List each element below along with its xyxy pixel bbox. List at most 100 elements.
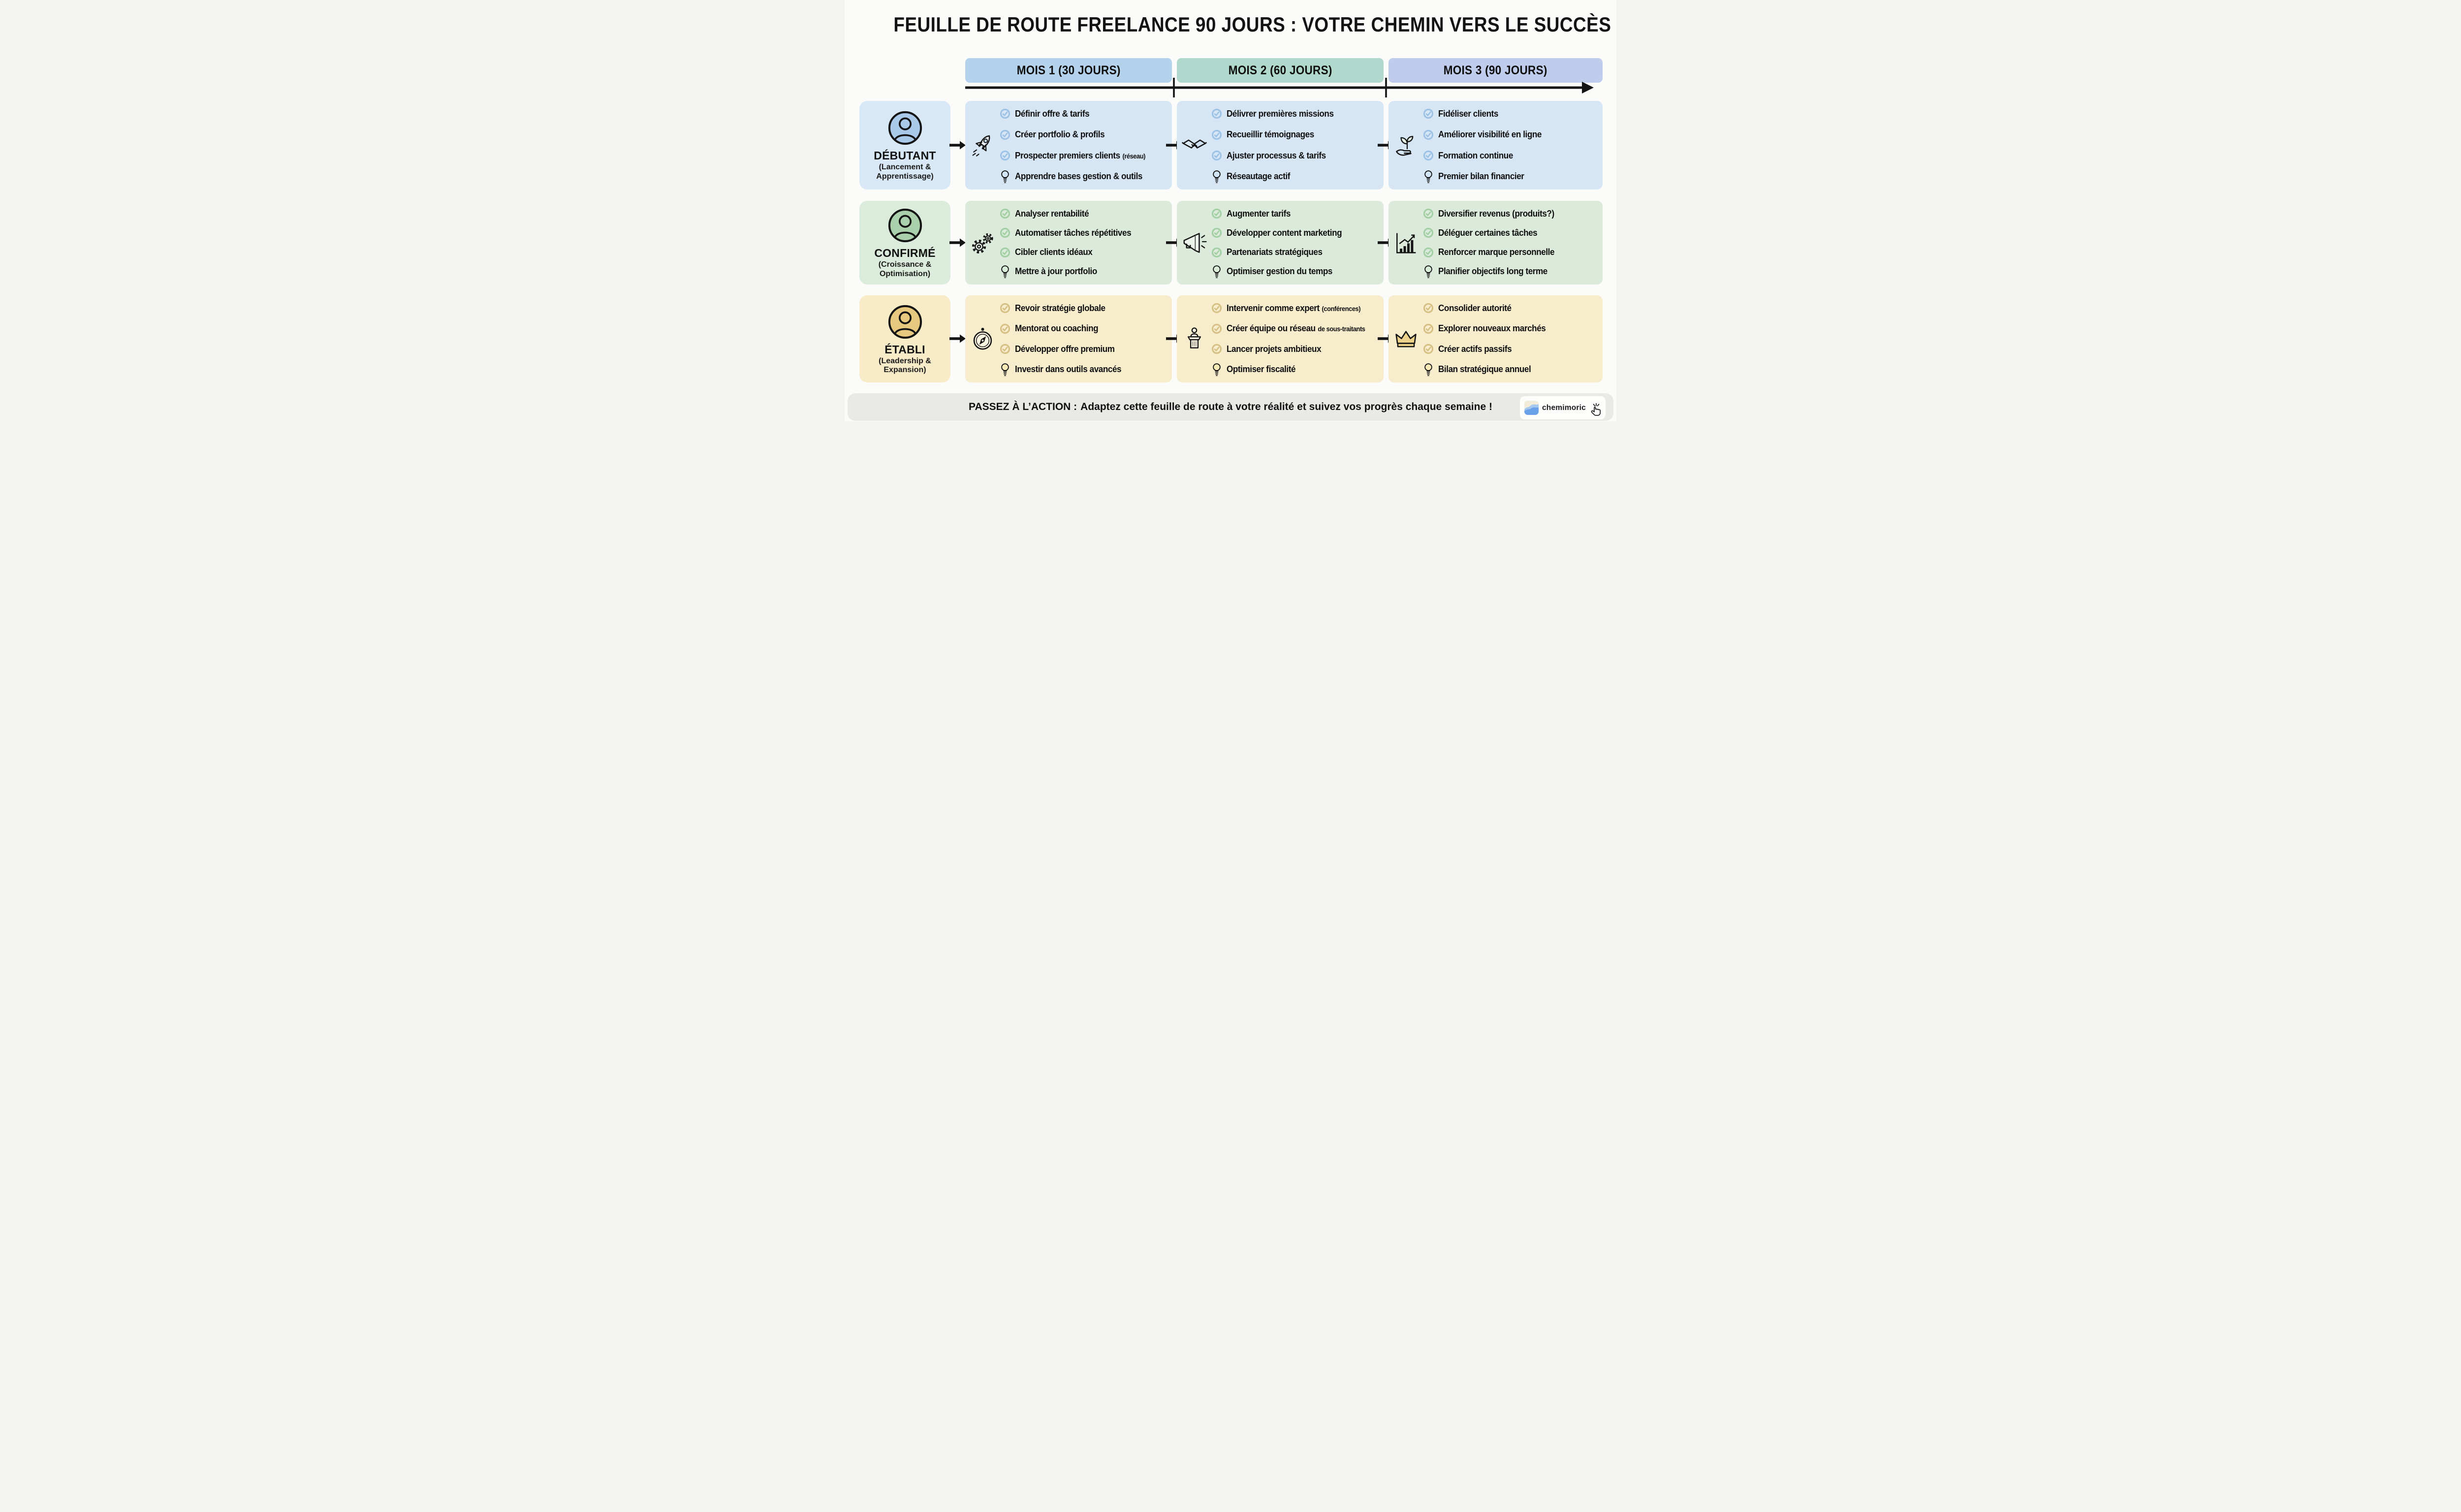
seedling-hand-icon [1388, 132, 1423, 158]
task-item: Développer content marketing [1211, 226, 1382, 239]
gears-icon [965, 230, 1000, 256]
tip-label: Investir dans outils avancés [1015, 364, 1122, 375]
task-label: Cibler clients idéaux [1015, 247, 1093, 257]
task-label: Lancer projets ambitieux [1227, 344, 1322, 354]
task-item: Partenariats stratégiques [1211, 246, 1382, 259]
task-item: Améliorer visibilité en ligne [1423, 128, 1601, 141]
person-avatar-icon [888, 305, 922, 339]
brand-chip[interactable]: chemimoric [1519, 396, 1606, 419]
check-circle-icon [1423, 129, 1434, 140]
check-circle-icon [1423, 323, 1434, 334]
check-circle-icon [1211, 323, 1222, 334]
tip-label: Planifier objectifs long terme [1438, 266, 1547, 277]
check-circle-icon [1211, 247, 1222, 258]
check-circle-icon [1211, 208, 1222, 219]
task-label: Analyser rentabilité [1015, 208, 1089, 219]
tip-label: Bilan stratégique annuel [1438, 364, 1531, 375]
call-to-action-bar: PASSEZ À L’ACTION : Adaptez cette feuille… [848, 393, 1613, 421]
check-circle-icon [1000, 208, 1010, 219]
tip-item: Optimiser gestion du temps [1211, 265, 1382, 278]
task-item: Définir offre & tarifs [1000, 107, 1170, 120]
cell-etabli-mois2: Intervenir comme expert (conférences) Cré… [1177, 295, 1384, 382]
month-2-header: MOIS 2 (60 JOURS) [1177, 58, 1384, 83]
task-item: Créer actifs passifs [1423, 343, 1601, 355]
stage-label-etabli: ÉTABLI (Leadership & Expansion) [859, 295, 950, 382]
crown-icon [1388, 326, 1423, 352]
task-label: Diversifier revenus (produits?) [1438, 208, 1554, 219]
check-circle-icon [1423, 150, 1434, 161]
cta-text: Adaptez cette feuille de route à votre r… [1080, 401, 1492, 412]
growth-chart-icon [1388, 230, 1423, 256]
task-label: Revoir stratégie globale [1015, 303, 1105, 313]
check-circle-icon [1000, 247, 1010, 258]
tip-label: Optimiser fiscalité [1227, 364, 1296, 375]
person-avatar-icon [888, 209, 922, 243]
stage-title: CONFIRMÉ [874, 247, 936, 260]
tip-item: Bilan stratégique annuel [1423, 363, 1601, 376]
task-label: Partenariats stratégiques [1227, 247, 1323, 257]
tip-item: Planifier objectifs long terme [1423, 265, 1601, 278]
task-item: Diversifier revenus (produits?) [1423, 207, 1601, 220]
tip-item: Apprendre bases gestion & outils [1000, 170, 1170, 183]
task-item: Renforcer marque personnelle [1423, 246, 1601, 259]
month-3-header: MOIS 3 (90 JOURS) [1388, 58, 1603, 83]
podium-speaker-icon [1177, 326, 1211, 352]
check-circle-icon [1211, 150, 1222, 161]
check-circle-icon [1000, 150, 1010, 161]
lightbulb-icon [1000, 265, 1010, 279]
brand-name: chemimoric [1542, 403, 1586, 412]
tip-label: Réseautage actif [1227, 171, 1291, 182]
lightbulb-icon [1423, 363, 1434, 377]
stage-title: ÉTABLI [884, 343, 925, 356]
compass-icon [965, 326, 1000, 352]
check-circle-icon [1423, 303, 1434, 314]
tip-label: Premier bilan financier [1438, 171, 1524, 182]
task-label: Automatiser tâches répétitives [1015, 227, 1132, 238]
lightbulb-icon [1211, 363, 1222, 377]
task-label: Créer actifs passifs [1438, 344, 1512, 354]
flow-arrow-icon [949, 237, 967, 249]
task-item: Explorer nouveaux marchés [1423, 322, 1601, 335]
mountain-photo-icon [1524, 401, 1539, 415]
task-item: Créer équipe ou réseau de sous-traitants [1211, 322, 1382, 335]
check-circle-icon [1423, 344, 1434, 354]
task-item: Fidéliser clients [1423, 107, 1601, 120]
task-label: Formation continue [1438, 150, 1513, 160]
task-label: Améliorer visibilité en ligne [1438, 129, 1542, 140]
task-label: Augmenter tarifs [1227, 208, 1291, 219]
task-item: Ajuster processus & tarifs [1211, 149, 1382, 162]
task-label: Fidéliser clients [1438, 108, 1498, 119]
check-circle-icon [1423, 227, 1434, 238]
month-1-header: MOIS 1 (30 JOURS) [965, 58, 1172, 83]
task-label: Créer équipe ou réseau de sous-traitants [1227, 323, 1365, 334]
lightbulb-icon [1423, 265, 1434, 279]
stage-subtitle: (Lancement & Apprentissage) [876, 163, 934, 181]
stage-label-debutant: DÉBUTANT (Lancement & Apprentissage) [859, 101, 950, 189]
stage-label-confirme: CONFIRMÉ (Croissance & Optimisation) [859, 201, 950, 284]
tip-item: Réseautage actif [1211, 170, 1382, 183]
task-label: Définir offre & tarifs [1015, 108, 1090, 119]
cell-confirme-mois1: Analyser rentabilité Automatiser tâches … [965, 201, 1172, 284]
task-label: Créer portfolio & profils [1015, 129, 1105, 140]
handshake-icon [1177, 132, 1211, 158]
tip-item: Mettre à jour portfolio [1000, 265, 1170, 278]
task-item: Prospecter premiers clients (réseau) [1000, 149, 1170, 162]
tip-item: Optimiser fiscalité [1211, 363, 1382, 376]
check-circle-icon [1000, 344, 1010, 354]
tip-item: Investir dans outils avancés [1000, 363, 1170, 376]
task-item: Consolider autorité [1423, 302, 1601, 315]
cell-debutant-mois3: Fidéliser clients Améliorer visibilité e… [1388, 101, 1603, 189]
task-item: Recueillir témoignages [1211, 128, 1382, 141]
task-item: Analyser rentabilité [1000, 207, 1170, 220]
task-item: Cibler clients idéaux [1000, 246, 1170, 259]
tip-label: Mettre à jour portfolio [1015, 266, 1097, 277]
cell-etabli-mois3: Consolider autorité Explorer nouveaux ma… [1388, 295, 1603, 382]
lightbulb-icon [1000, 170, 1010, 184]
cell-etabli-mois1: Revoir stratégie globale Mentorat ou coa… [965, 295, 1172, 382]
cell-debutant-mois2: Délivrer premières missions Recueillir t… [1177, 101, 1384, 189]
stage-title: DÉBUTANT [874, 149, 936, 162]
check-circle-icon [1211, 344, 1222, 354]
task-label: Mentorat ou coaching [1015, 323, 1099, 334]
task-label: Développer offre premium [1015, 344, 1115, 354]
task-label: Renforcer marque personnelle [1438, 247, 1555, 257]
